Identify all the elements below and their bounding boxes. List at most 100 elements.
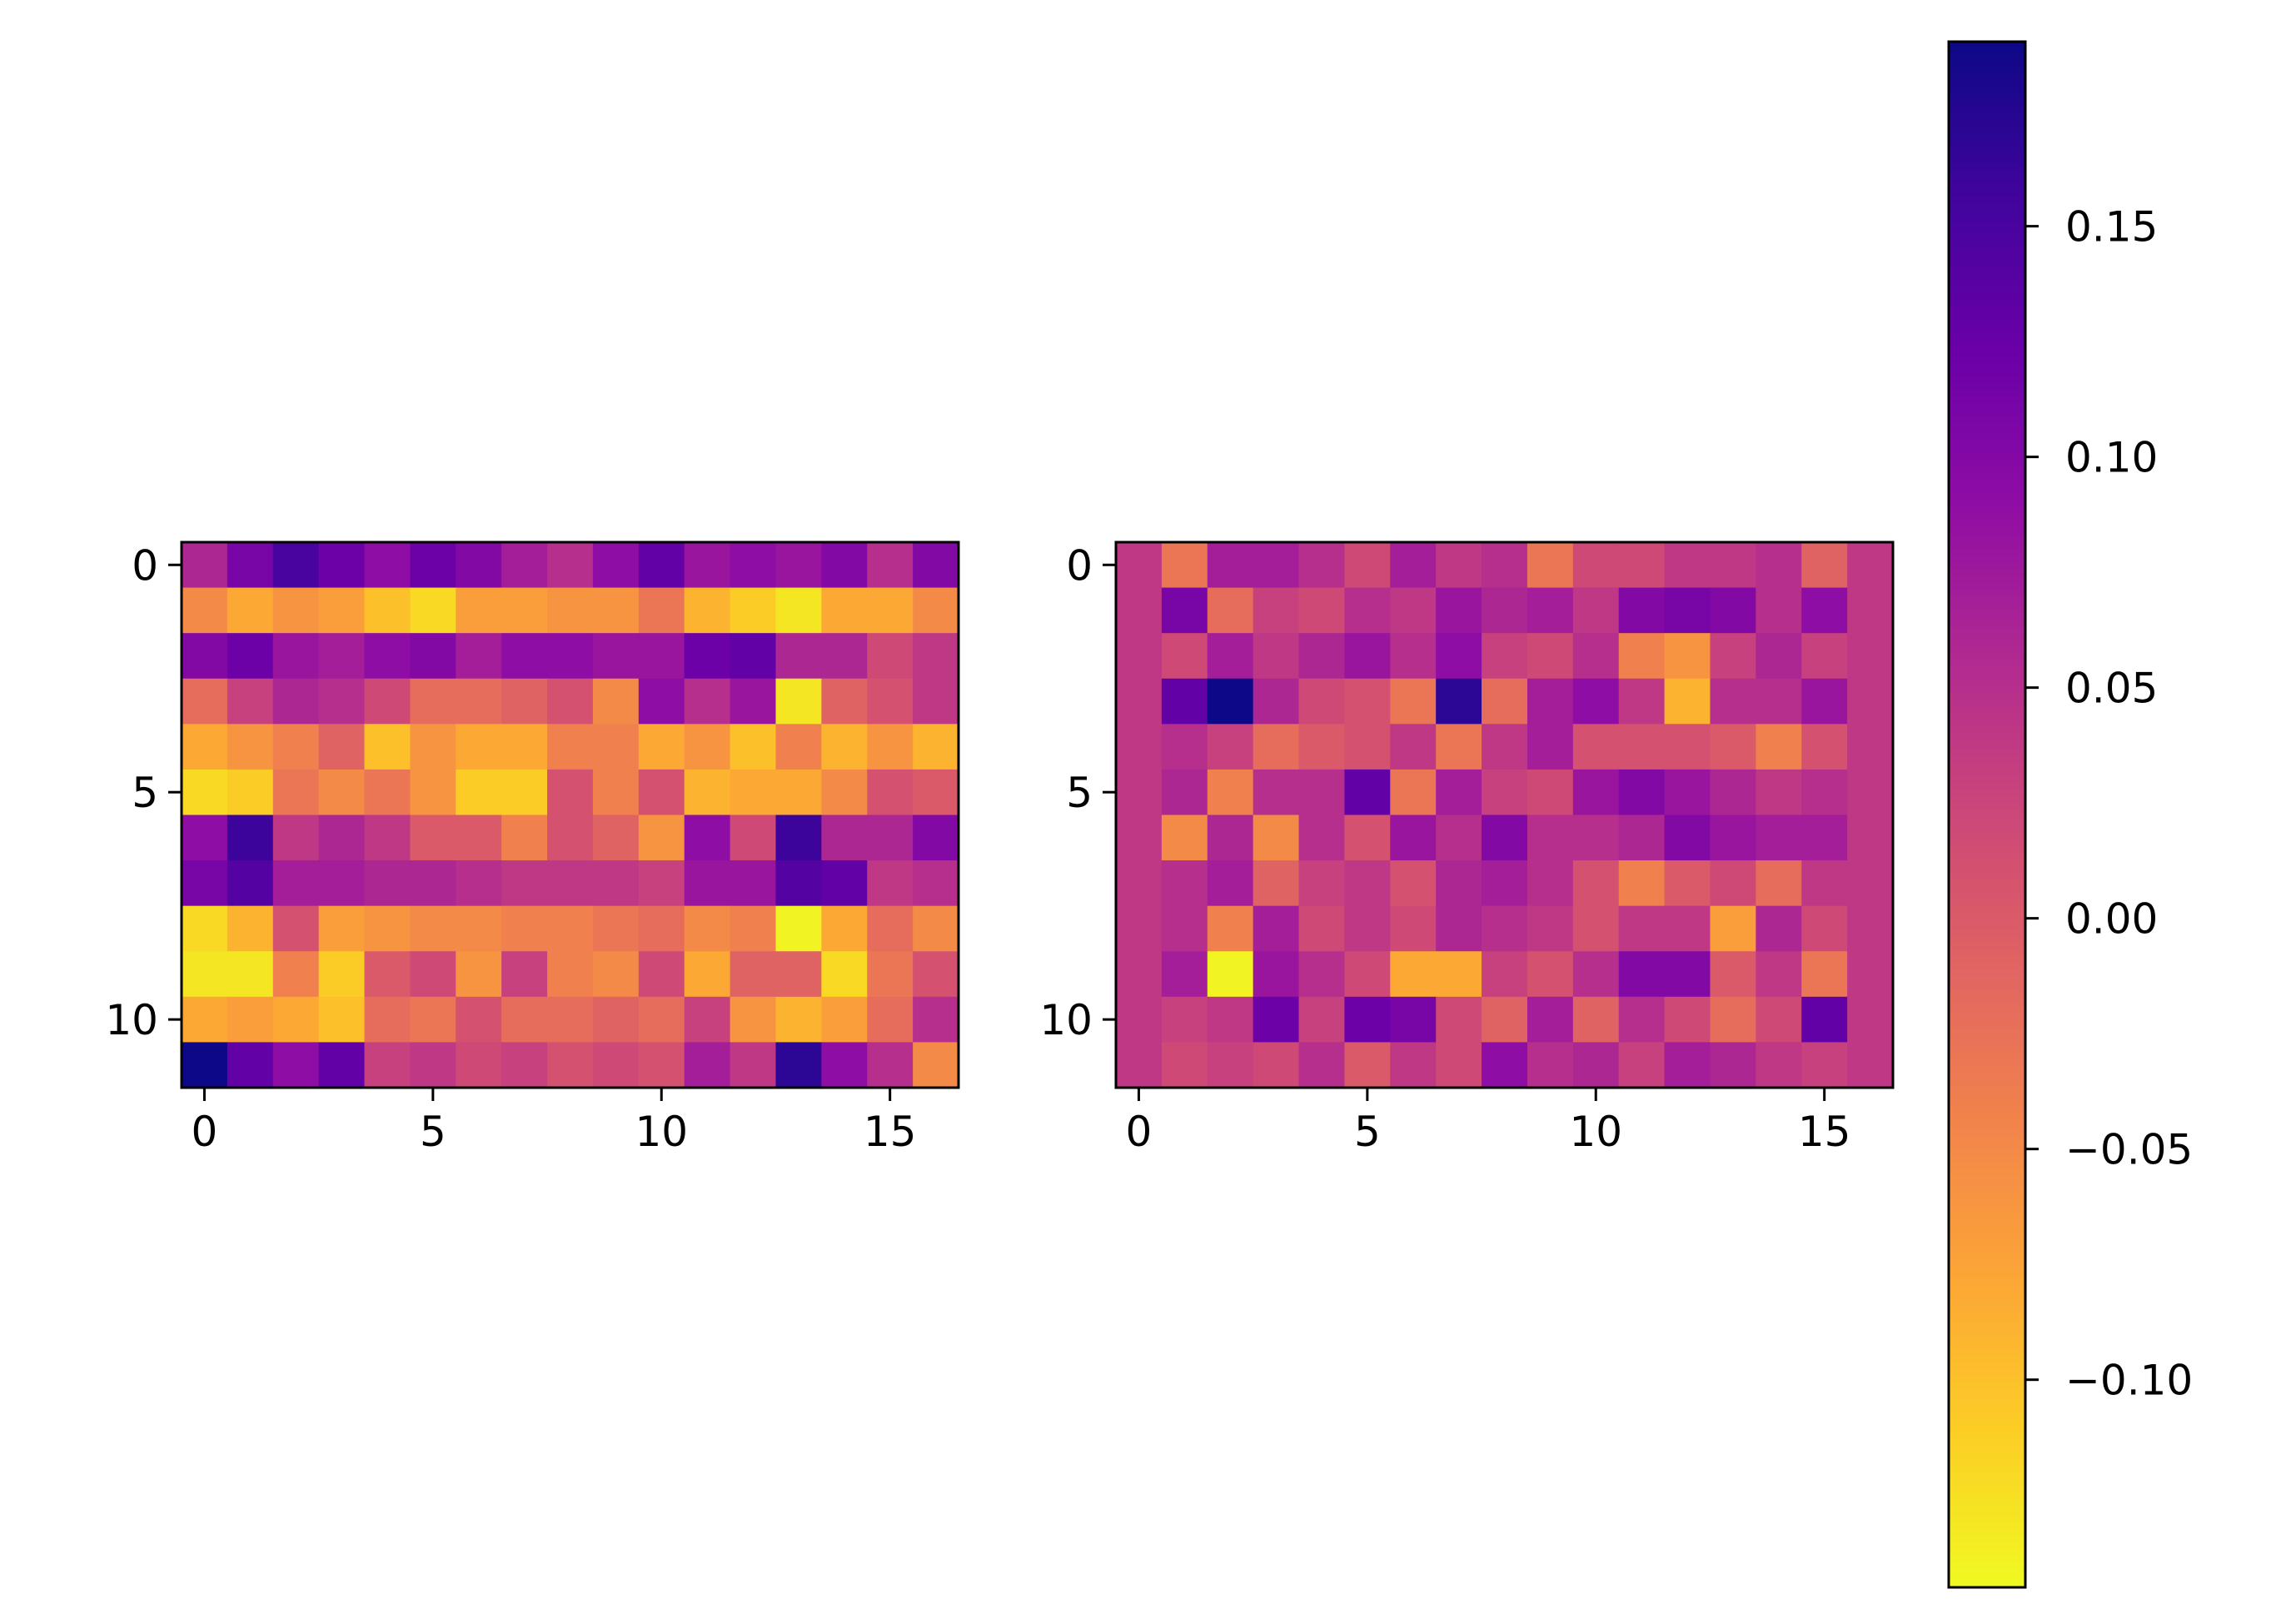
heatmap-left-cell-8-0 (182, 905, 228, 952)
heatmap-left-cell-6-14 (821, 814, 868, 861)
heatmap-right-cell-2-1 (1161, 633, 1208, 680)
heatmap-right-cell-1-5 (1344, 587, 1391, 634)
colorbar-gradient-segment (1949, 1284, 2025, 1293)
colorbar-gradient-segment (1949, 988, 2025, 996)
heatmap-left-cell-5-5 (410, 769, 456, 816)
heatmap-right-cell-0-8 (1482, 542, 1528, 589)
heatmap-left-cell-5-2 (272, 769, 320, 816)
colorbar-gradient-segment (1949, 982, 2025, 989)
heatmap-left-cell-10-13 (775, 996, 822, 1044)
heatmap-right-cell-6-10 (1572, 814, 1620, 861)
heatmap-right-cell-5-16 (1847, 769, 1894, 816)
heatmap-left-cell-0-12 (730, 542, 777, 589)
heatmap-right-cell-9-3 (1253, 951, 1300, 998)
colorbar-gradient-segment (1949, 370, 2025, 377)
heatmap-right-cell-5-13 (1710, 769, 1756, 816)
colorbar-gradient-segment (1949, 492, 2025, 500)
heatmap-right-cell-9-2 (1207, 951, 1254, 998)
colorbar-gradient-segment (1949, 1355, 2025, 1363)
colorbar-gradient-segment (1949, 318, 2025, 326)
heatmap-right-cell-5-1 (1161, 769, 1208, 816)
heatmap-right-cell-6-1 (1161, 814, 1208, 861)
heatmap-left-cell-9-9 (592, 951, 640, 998)
heatmap-right-cell-8-15 (1801, 905, 1848, 952)
heatmap-left-cell-4-4 (364, 724, 411, 770)
heatmap-left-cell-7-6 (456, 860, 502, 907)
heatmap-right-cell-6-2 (1207, 814, 1254, 861)
colorbar-gradient-segment (1949, 1548, 2025, 1557)
colorbar-gradient-segment (1949, 685, 2025, 693)
colorbar-gradient-segment (1949, 1317, 2025, 1324)
colorbar-gradient-segment (1949, 820, 2025, 829)
heatmap-left-cell-10-7 (501, 996, 548, 1044)
heatmap-right-cell-5-10 (1572, 769, 1620, 816)
colorbar-gradient-segment (1949, 1458, 2025, 1466)
heatmap-right-cell-11-10 (1572, 1042, 1620, 1088)
heatmap-left-cell-1-0 (182, 587, 228, 634)
heatmap-right-cell-7-14 (1756, 860, 1802, 907)
heatmap-right-cell-11-1 (1161, 1042, 1208, 1088)
heatmap-left-cell-8-12 (730, 905, 777, 952)
heatmap-left-cell-8-11 (684, 905, 731, 952)
heatmap-left-cell-9-16 (913, 951, 959, 998)
heatmap-left-cell-5-12 (730, 769, 777, 816)
heatmap-right-cell-7-12 (1664, 860, 1711, 907)
colorbar-gradient-segment (1949, 949, 2025, 957)
heatmap-left-cell-8-4 (364, 905, 411, 952)
heatmap-left-cell-10-4 (364, 996, 411, 1044)
heatmap-right-cell-5-5 (1344, 769, 1391, 816)
colorbar-gradient-segment (1949, 775, 2025, 784)
heatmap-left-cell-0-16 (913, 542, 959, 589)
heatmap-right-cell-11-6 (1390, 1042, 1437, 1088)
colorbar-gradient-segment (1949, 1079, 2025, 1086)
heatmap-right-cell-1-8 (1482, 587, 1528, 634)
colorbar-gradient-segment (1949, 47, 2025, 56)
colorbar-gradient-segment (1949, 859, 2025, 867)
heatmap-right-cell-2-3 (1253, 633, 1300, 680)
heatmap-left-cell-2-12 (730, 633, 777, 680)
colorbar-gradient-segment (1949, 382, 2025, 391)
heatmap-left-cell-1-3 (318, 587, 366, 634)
heatmap-right-cell-10-15 (1801, 996, 1848, 1044)
colorbar-gradient-segment (1949, 1529, 2025, 1537)
heatmap-right-cell-11-13 (1710, 1042, 1756, 1088)
heatmap-right-cell-9-9 (1526, 951, 1574, 998)
colorbar-gradient-segment (1949, 67, 2025, 75)
heatmap-right-cell-4-6 (1390, 724, 1437, 770)
heatmap-left-cell-4-3 (318, 724, 366, 770)
heatmap-left-cell-10-15 (867, 996, 914, 1044)
heatmap-right-cell-11-0 (1116, 1042, 1163, 1088)
heatmap-right-cell-5-14 (1756, 769, 1802, 816)
heatmap-left-cell-2-5 (410, 633, 456, 680)
colorbar-gradient-segment (1949, 428, 2025, 436)
heatmap-left-cell-5-11 (684, 769, 731, 816)
colorbar-gradient-segment (1949, 834, 2025, 841)
heatmap-right-cell-7-10 (1572, 860, 1620, 907)
heatmap-left-cell-3-10 (638, 678, 685, 725)
colorbar-gradient-segment (1949, 1104, 2025, 1112)
heatmap-left-cell-10-9 (592, 996, 640, 1044)
heatmap-left-cell-8-13 (775, 905, 822, 952)
colorbar-gradient-segment (1949, 1129, 2025, 1138)
heatmap-right-cell-11-4 (1298, 1042, 1346, 1088)
colorbar-gradient-segment (1949, 396, 2025, 403)
heatmap-right-cell-0-6 (1390, 542, 1437, 589)
heatmap-left-cell-1-5 (410, 587, 456, 634)
colorbar-gradient-segment (1949, 1298, 2025, 1305)
heatmap-right-cell-0-13 (1710, 542, 1756, 589)
colorbar-tick-label: 0.05 (2065, 665, 2158, 713)
heatmap-right-cell-5-7 (1436, 769, 1482, 816)
colorbar-gradient-segment (1949, 1471, 2025, 1479)
heatmap-left-cell-9-4 (364, 951, 411, 998)
colorbar-gradient-segment (1949, 460, 2025, 468)
heatmap-right-cell-5-15 (1801, 769, 1848, 816)
heatmap-left-cell-7-7 (501, 860, 548, 907)
heatmap-left-cell-4-7 (501, 724, 548, 770)
heatmap-left-cell-3-14 (821, 678, 868, 725)
colorbar-gradient-segment (1949, 756, 2025, 764)
heatmap-right-cell-9-11 (1618, 951, 1666, 998)
heatmap-left-cell-1-2 (272, 587, 320, 634)
heatmap-right-ytick-label: 10 (1039, 996, 1093, 1044)
heatmap-right-cell-6-11 (1618, 814, 1666, 861)
colorbar-gradient-segment (1949, 711, 2025, 719)
